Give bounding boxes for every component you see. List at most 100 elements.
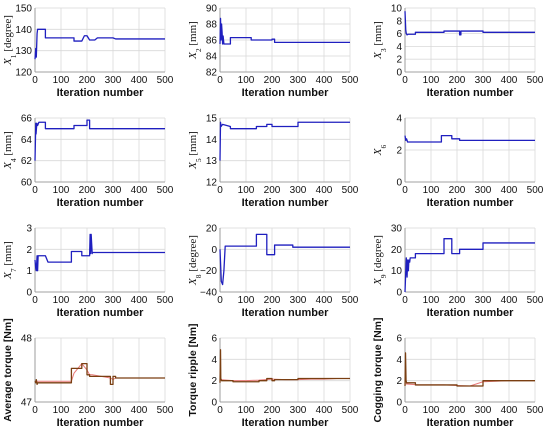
x-tick-label: 300 xyxy=(105,185,122,196)
x-tick-label: 300 xyxy=(290,405,307,416)
x-tick-label: 200 xyxy=(79,185,96,196)
y-tick-label: 0 xyxy=(396,178,402,189)
y-tick-label: 64 xyxy=(21,135,33,146)
y-tick-label: 6 xyxy=(396,29,402,40)
plot-area xyxy=(35,118,165,182)
x-tick-label: 400 xyxy=(131,185,148,196)
x-tick-label: 200 xyxy=(264,75,281,86)
y-axis-title: X2 [mm] xyxy=(187,21,203,60)
plot-area xyxy=(220,338,350,402)
x-tick-label: 200 xyxy=(79,405,96,416)
x-tick-label: 400 xyxy=(501,405,518,416)
chart-cogging: 0 2 4 6 0 100 200 300 400 500 Iteration number Cogg… xyxy=(372,318,544,429)
x-tick-label: 500 xyxy=(342,405,359,416)
y-tick-label: 4 xyxy=(396,114,402,125)
y-tick-label: 0 xyxy=(211,245,217,256)
x-tick-label: 100 xyxy=(53,295,70,306)
y-axis-title: X6 xyxy=(372,145,388,157)
chart-ripple: 0 2 4 6 0 100 200 300 400 500 Iteration number Torq… xyxy=(187,323,359,429)
x-tick-label: 400 xyxy=(131,405,148,416)
plot-area xyxy=(405,338,535,402)
x-axis-title: Iteration number xyxy=(427,307,515,319)
x-tick-label: 0 xyxy=(402,405,408,416)
x-tick-label: 300 xyxy=(475,75,492,86)
y-axis-symbol: X xyxy=(2,57,14,66)
x-tick-label: 300 xyxy=(475,185,492,196)
x-tick-label: 100 xyxy=(423,75,440,86)
y-tick-label: 90 xyxy=(206,4,218,15)
chart-avg: 47 48 0 100 200 300 400 500 Iteration number Aver… xyxy=(2,318,174,429)
y-tick-label: 4 xyxy=(396,42,402,53)
x-tick-label: 100 xyxy=(238,405,255,416)
x-axis-title: Iteration number xyxy=(57,197,145,209)
x-tick-label: 300 xyxy=(105,75,122,86)
y-axis-symbol: X xyxy=(372,51,384,60)
x-axis-title: Iteration number xyxy=(427,197,515,209)
x-tick-label: 100 xyxy=(238,75,255,86)
chart-x5: 12 13 14 15 0 100 200 300 400 500 Iteration number… xyxy=(187,114,359,210)
y-axis-unit: [mm] xyxy=(187,21,199,48)
x-tick-label: 200 xyxy=(79,295,96,306)
plot-area xyxy=(405,228,535,292)
y-tick-label: 0 xyxy=(396,398,402,409)
x-tick-label: 200 xyxy=(264,295,281,306)
x-tick-label: 400 xyxy=(316,405,333,416)
x-tick-label: 400 xyxy=(501,75,518,86)
y-axis-title: X8 [degree] xyxy=(187,235,203,286)
y-axis-symbol: X xyxy=(187,51,199,60)
y-axis-unit: [degree] xyxy=(187,235,199,274)
x-tick-label: 200 xyxy=(449,295,466,306)
series-line-1 xyxy=(34,119,165,161)
y-axis-subscript: 7 xyxy=(9,268,18,272)
plot-area xyxy=(35,228,165,292)
y-axis-subscript: 1 xyxy=(9,54,18,58)
x-tick-label: 0 xyxy=(217,75,223,86)
chart-x2: 82 84 86 88 90 0 100 200 300 400 500 Iteration numb… xyxy=(187,4,359,100)
x-tick-label: 100 xyxy=(423,295,440,306)
x-tick-label: 300 xyxy=(105,295,122,306)
x-tick-label: 300 xyxy=(290,75,307,86)
x-tick-label: 100 xyxy=(423,405,440,416)
x-tick-label: 400 xyxy=(316,75,333,86)
x-tick-label: 200 xyxy=(449,75,466,86)
series-line-1 xyxy=(34,28,165,60)
y-axis-unit: [degree] xyxy=(372,235,384,274)
x-axis-title: Iteration number xyxy=(57,417,145,429)
x-tick-label: 0 xyxy=(402,185,408,196)
y-tick-label: 4 xyxy=(396,355,402,366)
y-axis-title: X7 [mm] xyxy=(2,241,18,280)
x-tick-label: 400 xyxy=(131,295,148,306)
x-axis-title: Iteration number xyxy=(242,307,330,319)
y-axis-subscript: 5 xyxy=(194,158,203,162)
x-tick-label: 0 xyxy=(217,405,223,416)
x-tick-label: 0 xyxy=(217,295,223,306)
x-tick-label: 0 xyxy=(217,185,223,196)
y-axis-unit: [mm] xyxy=(187,131,199,158)
x-tick-label: 200 xyxy=(264,405,281,416)
series-line-1 xyxy=(219,17,350,45)
y-axis-subscript: 3 xyxy=(379,48,388,52)
x-tick-label: 500 xyxy=(527,185,544,196)
chart-x7: 0 1 2 3 0 100 200 300 400 500 Iteration number X7 [… xyxy=(2,224,174,320)
y-tick-label: 66 xyxy=(21,114,33,125)
x-axis-title: Iteration number xyxy=(427,87,515,99)
x-tick-label: 500 xyxy=(527,75,544,86)
x-tick-label: 500 xyxy=(527,405,544,416)
chart-x4: 60 62 64 66 0 100 200 300 400 500 Iteration number… xyxy=(2,114,174,210)
y-axis-title: X9 [degree] xyxy=(372,235,388,286)
y-tick-label: 2 xyxy=(26,245,32,256)
x-tick-label: 400 xyxy=(501,295,518,306)
x-tick-label: 0 xyxy=(402,75,408,86)
x-tick-label: 500 xyxy=(157,405,174,416)
plot-area xyxy=(405,8,535,72)
y-tick-label: 120 xyxy=(15,68,32,79)
x-tick-label: 500 xyxy=(342,75,359,86)
y-tick-label: 4 xyxy=(211,355,217,366)
x-tick-label: 100 xyxy=(53,185,70,196)
x-tick-label: 200 xyxy=(449,185,466,196)
x-tick-label: 400 xyxy=(316,185,333,196)
